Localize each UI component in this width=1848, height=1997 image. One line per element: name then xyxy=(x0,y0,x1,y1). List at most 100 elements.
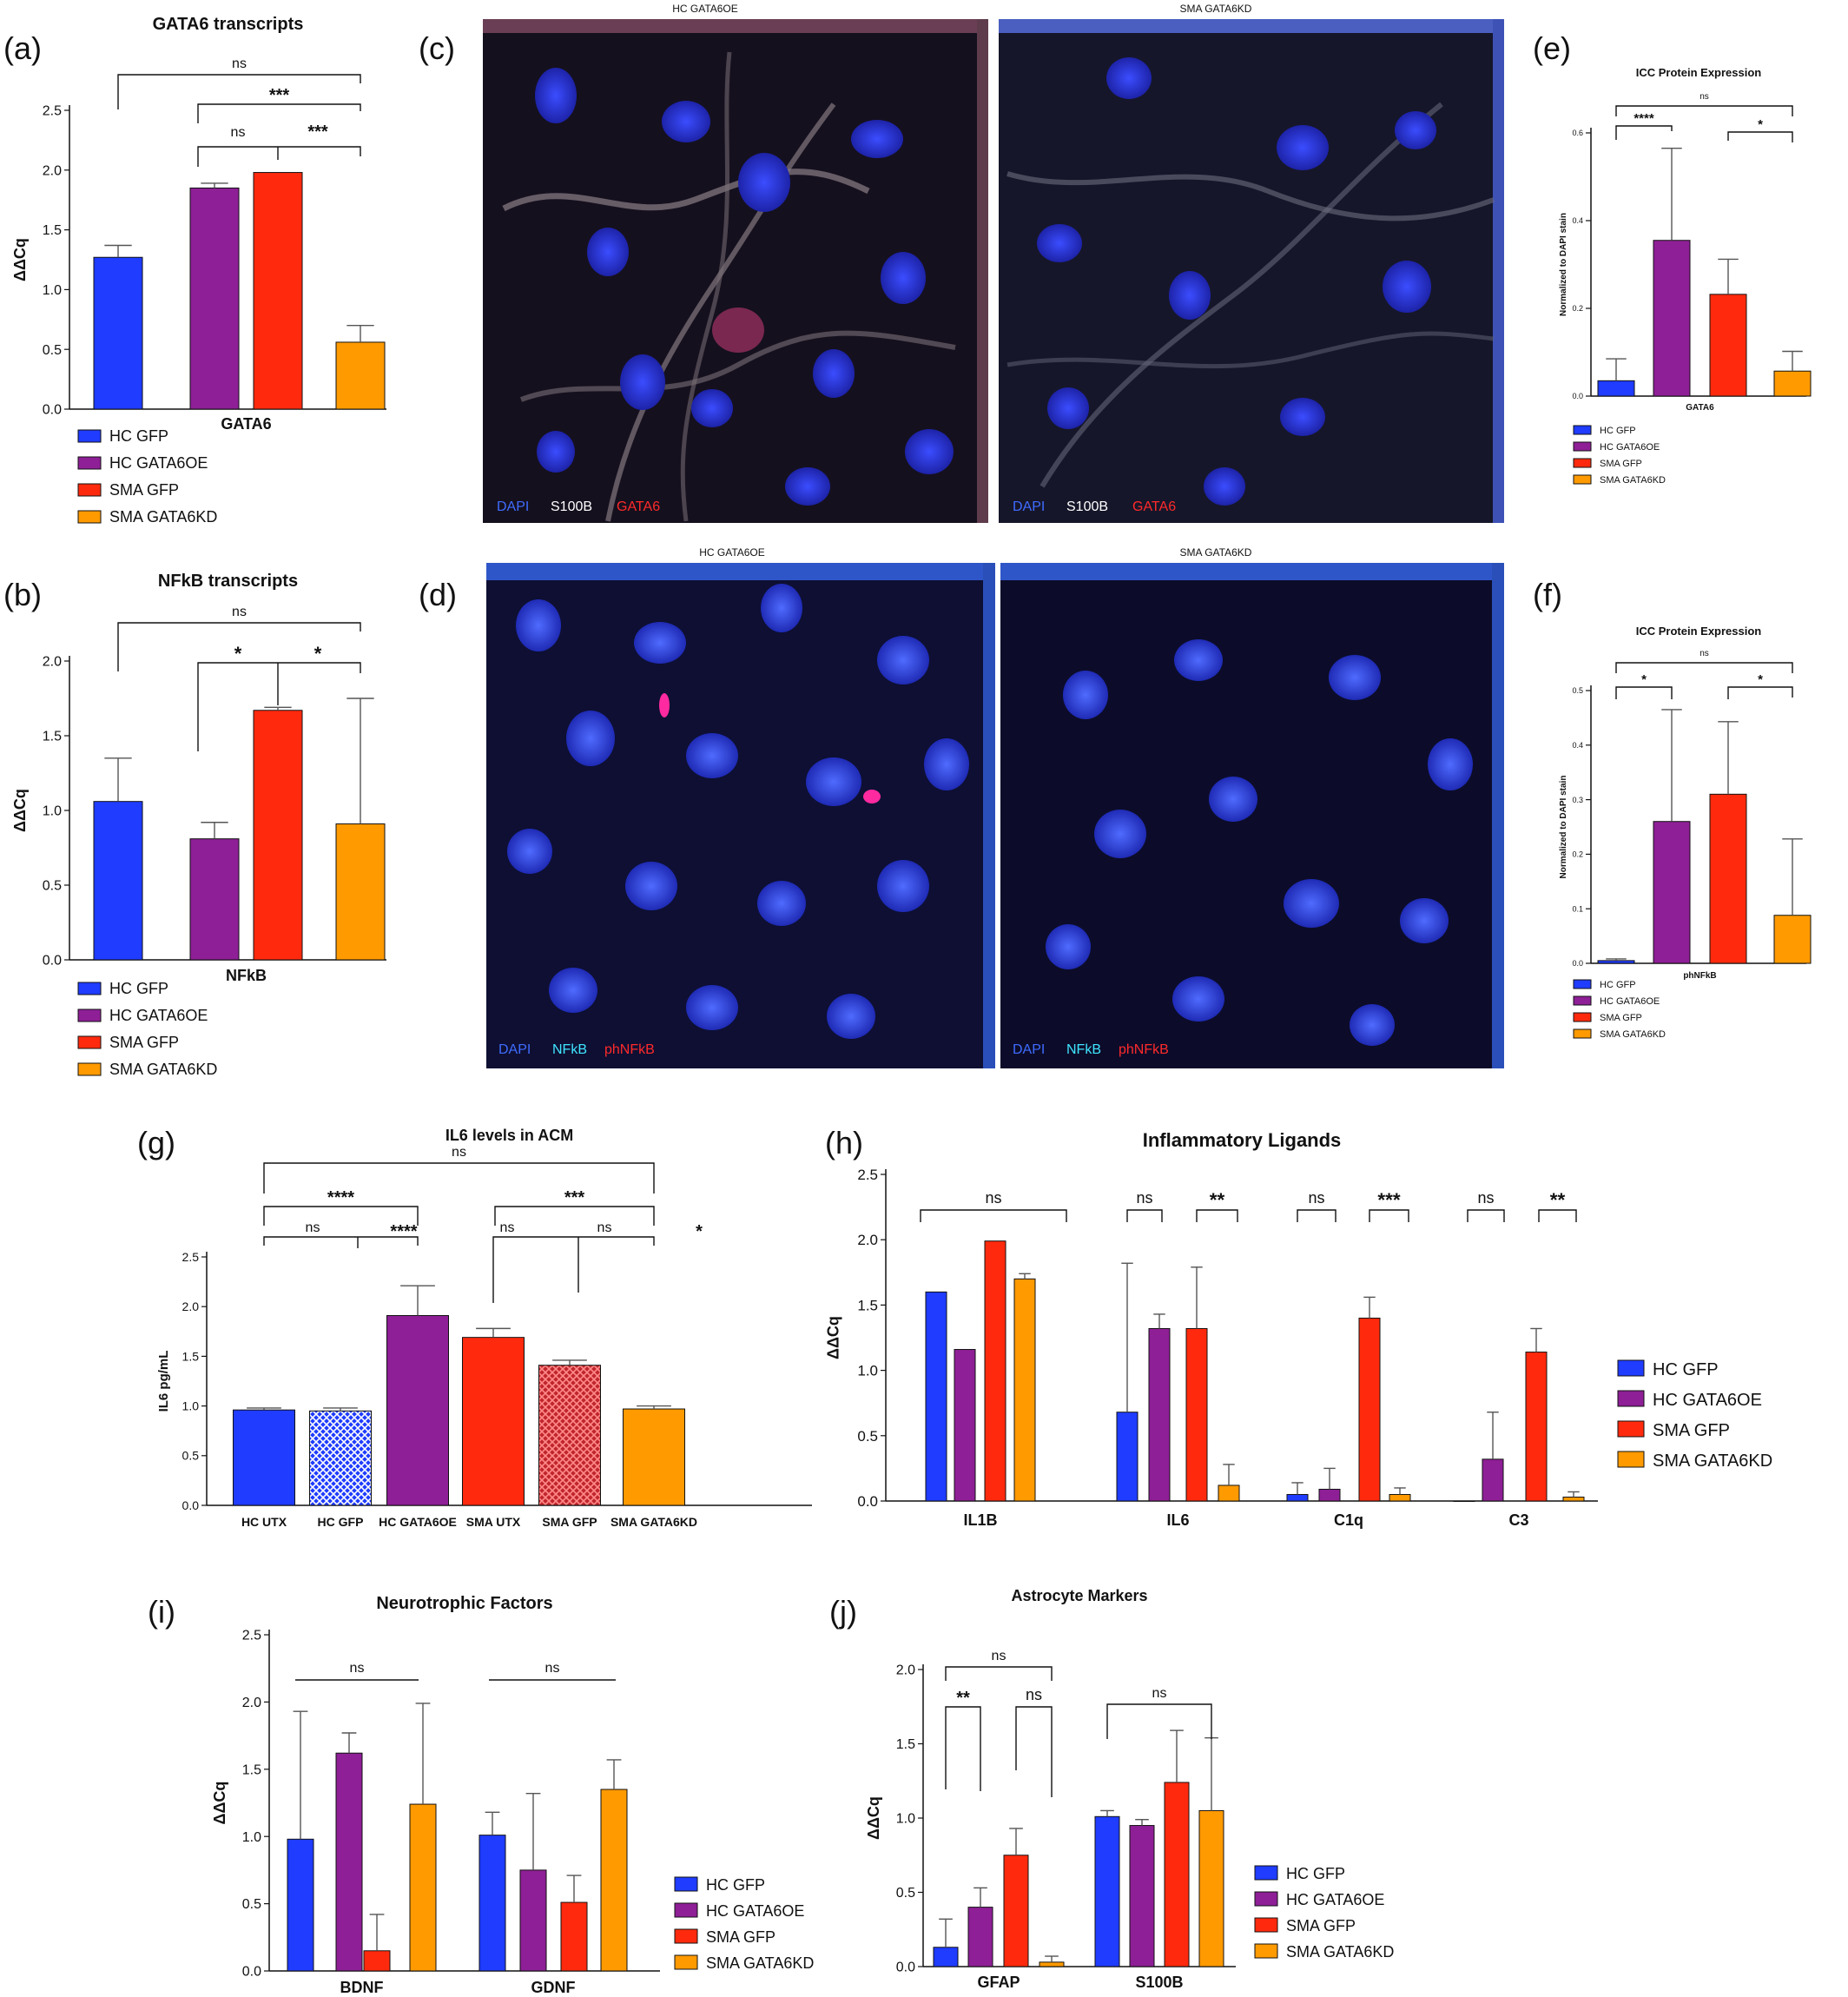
significance-bracket xyxy=(117,622,361,671)
channel-label: S100B xyxy=(551,499,592,514)
legend-swatch xyxy=(1573,1028,1592,1039)
y-axis-label: ΔΔCq xyxy=(11,238,29,281)
panel-label-d: (d) xyxy=(419,577,457,612)
significance-bracket xyxy=(1538,1209,1577,1222)
legend-label: HC GATA6OE xyxy=(1600,442,1660,453)
micrograph-c-right-image xyxy=(999,19,1504,523)
legend-swatch xyxy=(1573,458,1592,468)
bar xyxy=(462,1337,525,1506)
y-tick-label: 0.0 xyxy=(182,1498,200,1512)
y-tick-label: 2.0 xyxy=(182,1299,200,1313)
significance-bracket xyxy=(197,103,361,123)
y-axis-label: ΔΔCq xyxy=(211,1782,228,1825)
bar xyxy=(519,1869,547,1972)
channel-label: DAPI xyxy=(498,1042,531,1057)
legend-label: HC GATA6OE xyxy=(706,1902,804,1920)
legend-swatch xyxy=(1254,1943,1278,1959)
bar xyxy=(233,1409,295,1506)
bar xyxy=(1164,1782,1190,1967)
significance-label: ns xyxy=(452,1145,466,1160)
legend-label: HC GATA6OE xyxy=(109,1007,208,1024)
y-tick-label: 2.5 xyxy=(43,104,62,119)
chart-title: Inflammatory Ligands xyxy=(1143,1129,1342,1151)
significance-label: ns xyxy=(232,605,247,619)
legend-label: SMA GATA6KD xyxy=(706,1954,814,1972)
bar xyxy=(1218,1485,1240,1502)
legend: HC GFP HC GATA6OE SMA GFP SMA GATA6KD xyxy=(77,980,217,1078)
channel-label: phNFkB xyxy=(604,1042,655,1057)
y-tick-label: 0.2 xyxy=(1572,304,1583,313)
x-category-label: SMA GATA6KD xyxy=(610,1515,697,1529)
legend-swatch xyxy=(1254,1917,1278,1933)
y-axis-label: ΔΔCq xyxy=(865,1796,882,1840)
legend-label: HC GFP xyxy=(1653,1360,1719,1379)
micrograph-d-left-title: HC GATA6OE xyxy=(699,546,765,559)
significance-label: ns xyxy=(1700,92,1709,102)
x-category-label: HC GFP xyxy=(318,1515,364,1529)
significance-bracket xyxy=(1727,686,1793,699)
panel-label-h: (h) xyxy=(825,1125,863,1161)
bar xyxy=(1148,1327,1171,1502)
legend-label: HC GFP xyxy=(706,1876,765,1894)
bar xyxy=(967,1907,993,1967)
significance-bracket xyxy=(1015,1706,1053,1797)
significance-label: *** xyxy=(564,1188,585,1207)
significance-label: ns xyxy=(350,1661,365,1676)
y-axis-label: IL6 pg/mL xyxy=(156,1351,171,1412)
bar xyxy=(1562,1496,1585,1502)
significance-bracket xyxy=(1615,686,1673,699)
x-category-label: HC UTX xyxy=(241,1515,287,1529)
significance-bracket xyxy=(945,1666,1053,1681)
significance-bracket xyxy=(197,662,361,751)
y-axis-label: Normalized to DAPI stain xyxy=(1559,776,1568,879)
bar xyxy=(335,823,386,961)
micrograph-d: HC GATA6OE SMA GATA6KD xyxy=(486,546,1504,1068)
significance-label: ns xyxy=(500,1220,515,1235)
x-category-label: S100B xyxy=(1135,1974,1183,1991)
bar xyxy=(1525,1352,1548,1502)
bar xyxy=(1773,915,1812,964)
significance-label: ns xyxy=(1308,1189,1324,1207)
significance-bracket xyxy=(1615,105,1793,116)
legend-swatch xyxy=(1573,474,1592,485)
bar xyxy=(933,1947,959,1967)
legend-label: HC GFP xyxy=(1600,426,1636,436)
significance-label: ns xyxy=(1152,1686,1167,1701)
chart-j: 0.0 0.5 1.0 1.5 2.0 Astrocyte Markers ΔΔCq GFAP… xyxy=(865,1587,1395,1991)
x-category-label: IL6 xyxy=(1166,1511,1189,1529)
bar xyxy=(1094,1815,1120,1967)
bar xyxy=(1773,370,1812,397)
x-category-label: GDNF xyxy=(531,1979,576,1996)
x-category-label: GATA6 xyxy=(1686,403,1714,413)
bar xyxy=(189,838,240,961)
panel-label-b: (b) xyxy=(3,577,42,612)
x-category-label: GATA6 xyxy=(221,415,271,433)
bar xyxy=(386,1314,449,1506)
legend: HC GFP HC GATA6OE SMA GFP SMA GATA6KD xyxy=(1573,425,1666,486)
significance-bracket xyxy=(1467,1209,1505,1222)
significance-bracket xyxy=(117,74,361,109)
micrograph-c-right-channels: DAPI S100B GATA6 xyxy=(1013,499,1176,514)
legend-label: HC GFP xyxy=(109,980,168,997)
significance-bracket xyxy=(1106,1703,1212,1739)
significance-label: **** xyxy=(327,1188,354,1207)
channel-label: DAPI xyxy=(1013,499,1045,514)
legend: HC GFP HC GATA6OE SMA GFP SMA GATA6KD xyxy=(1254,1865,1394,1961)
chart-f: 0.0 0.1 0.2 0.3 0.4 0.5 ICC Protein Expression… xyxy=(1559,625,1812,1040)
channel-label: phNFkB xyxy=(1119,1042,1169,1057)
legend-swatch xyxy=(77,1062,102,1076)
y-tick-label: 0.0 xyxy=(43,403,62,418)
legend-swatch xyxy=(1573,979,1592,989)
legend-label: SMA GFP xyxy=(1600,1013,1642,1023)
significance-label: **** xyxy=(1634,111,1654,126)
significance-bracket xyxy=(1297,1209,1336,1222)
bar xyxy=(1039,1961,1065,1967)
legend-label: SMA GATA6KD xyxy=(109,508,217,526)
significance-label: ** xyxy=(956,1689,970,1708)
y-tick-label: 1.5 xyxy=(896,1737,915,1752)
legend-label: HC GFP xyxy=(1286,1865,1345,1882)
channel-label: DAPI xyxy=(497,499,529,514)
significance-label: ns xyxy=(545,1661,560,1676)
x-category-label: GFAP xyxy=(977,1974,1020,1991)
bar xyxy=(1013,1278,1036,1502)
